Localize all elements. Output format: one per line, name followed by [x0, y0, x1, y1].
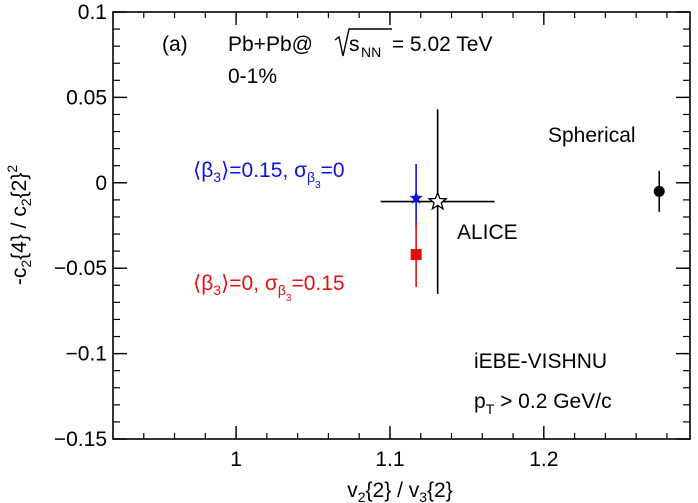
- marker-star: [409, 191, 423, 204]
- marker-circle: [653, 185, 665, 197]
- legend-blue: ⟨β3⟩=0.15, σβ3=0: [193, 159, 345, 191]
- y-tick-label: 0.05: [66, 86, 107, 109]
- y-tick-label: 0.1: [78, 1, 107, 24]
- plot-frame: [112, 11, 691, 440]
- axis-ticks: [112, 11, 690, 440]
- svg-text:NN: NN: [361, 44, 381, 60]
- x-axis-title: v2{2} / v3{2}: [347, 479, 453, 503]
- data-points: [380, 109, 665, 294]
- x-tick-label: 1: [230, 448, 242, 471]
- spherical-label: Spherical: [548, 124, 636, 147]
- svg-text:= 5.02 TeV: = 5.02 TeV: [386, 33, 492, 56]
- sqrt-sign: [334, 28, 392, 57]
- marker-square: [410, 249, 422, 261]
- panel-label: (a): [162, 33, 188, 56]
- y-tick-label: −0.1: [66, 343, 107, 366]
- alice-label: ALICE: [457, 221, 518, 244]
- series-beta3_0.15_sigma_0: [409, 164, 423, 228]
- y-tick-label: −0.05: [54, 257, 107, 280]
- x-tick-label: 1.1: [375, 448, 404, 471]
- marker-open-star: [427, 190, 448, 211]
- y-axis-title: -c2{4} / c2{2}2: [4, 165, 34, 286]
- tick-labels: 1 1.1 1.2 −0.15 −0.1 −0.05 0 0.05 0.1: [54, 1, 559, 471]
- centrality-label: 0-1%: [228, 65, 277, 88]
- y-tick-label: −0.15: [54, 428, 107, 451]
- x-tick-label: 1.2: [529, 448, 558, 471]
- series-beta3_0_sigma_0.15: [410, 222, 422, 287]
- system-label: Pb+Pb@ s NN = 5.02 TeV: [228, 28, 492, 60]
- series-ALICE: [380, 109, 495, 294]
- y-tick-label: 0: [95, 172, 107, 195]
- pt-cut-label: pT > 0.2 GeV/c: [474, 390, 612, 417]
- model-label: iEBE-VISHNU: [474, 350, 607, 373]
- legend-red: ⟨β3⟩=0, σβ3=0.15: [193, 272, 345, 304]
- svg-text:s: s: [349, 33, 360, 56]
- svg-text:Pb+Pb@: Pb+Pb@: [228, 33, 313, 56]
- series-Spherical: [653, 170, 665, 212]
